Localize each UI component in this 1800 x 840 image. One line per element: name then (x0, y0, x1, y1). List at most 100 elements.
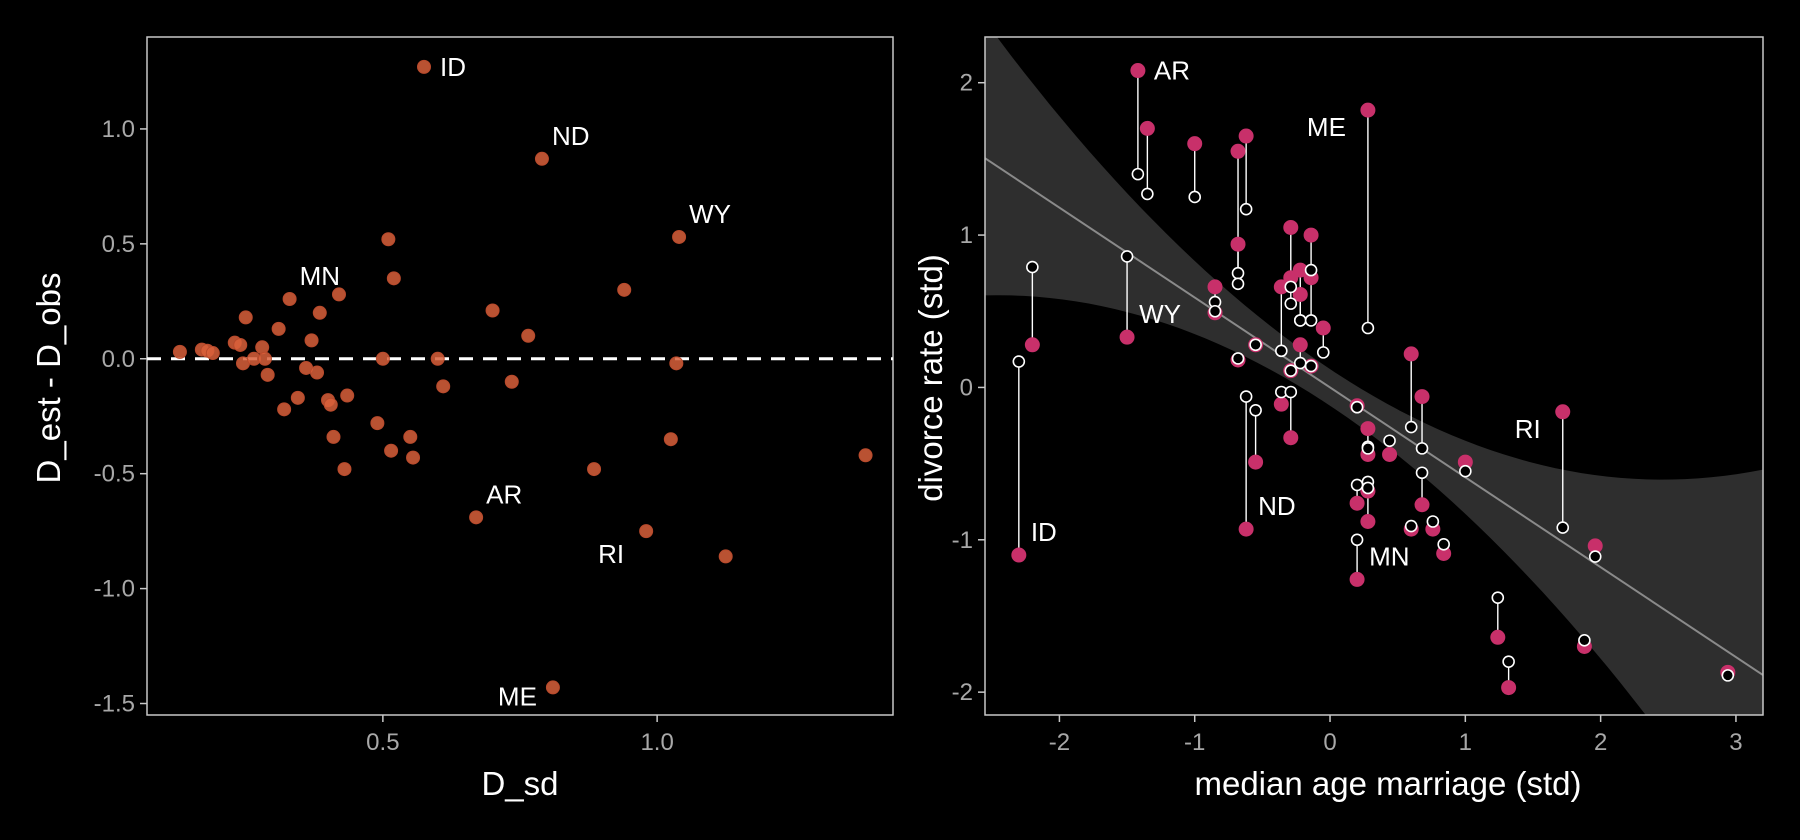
left-data-point (587, 462, 602, 477)
left-data-point (340, 388, 355, 403)
right-observed-point (1490, 629, 1506, 645)
right-estimated-point (1361, 442, 1375, 455)
right-estimated-point (1188, 190, 1202, 204)
right-observed-point (1273, 396, 1289, 412)
right-estimated-point (1383, 434, 1396, 448)
right-point-label: ND (1258, 491, 1296, 521)
right-x-tick-label: 0 (1323, 729, 1336, 756)
left-point-label: WY (689, 199, 731, 229)
right-x-tick-label: -1 (1184, 729, 1205, 756)
right-observed-point (1360, 421, 1376, 437)
right-estimated-point (1284, 385, 1298, 399)
left-data-point (260, 367, 275, 382)
left-x-tick-label: 1.0 (640, 729, 673, 756)
right-estimated-point (1249, 338, 1262, 352)
right-estimated-point (1131, 167, 1145, 181)
right-estimated-point (1578, 634, 1591, 647)
right-estimated-point (1293, 356, 1307, 370)
left-y-tick-label: -1.0 (94, 576, 135, 603)
right-observed-point (1403, 346, 1419, 362)
right-observed-point (1349, 495, 1365, 511)
right-observed-point (1382, 446, 1398, 462)
left-data-point (304, 333, 319, 348)
right-estimated-point (1491, 591, 1505, 604)
left-data-point (545, 680, 560, 695)
right-point-label: ID (1031, 517, 1057, 547)
right-estimated-point (1231, 352, 1245, 365)
right-estimated-point (1239, 390, 1253, 403)
right-estimated-point (1284, 364, 1298, 377)
left-point-label: ND (552, 121, 590, 151)
right-observed-point (1207, 279, 1223, 295)
right-estimated-point (1141, 187, 1154, 201)
right-estimated-point (1120, 250, 1134, 263)
right-estimated-point (1404, 519, 1418, 533)
right-y-axis-title: divorce rate (std) (912, 254, 949, 502)
left-data-point (386, 271, 401, 286)
right-observed-point (1011, 547, 1027, 563)
right-estimated-point (1502, 655, 1515, 668)
right-estimated-point (1415, 466, 1429, 480)
right-estimated-point (1231, 266, 1245, 280)
left-data-point (326, 429, 341, 444)
right-estimated-point (1316, 346, 1330, 359)
right-y-tick-label: -2 (952, 679, 973, 706)
left-data-point (381, 232, 396, 247)
right-x-tick-label: 1 (1459, 729, 1472, 756)
right-observed-point (1555, 404, 1571, 420)
right-observed-point (1119, 329, 1135, 345)
left-data-point (282, 292, 297, 307)
left-data-point (858, 448, 873, 463)
right-estimated-point (1721, 669, 1735, 682)
right-point-label: AR (1154, 56, 1190, 86)
right-observed-point (1283, 219, 1299, 235)
right-observed-point (1292, 337, 1308, 353)
right-y-tick-label: -1 (952, 527, 973, 554)
left-data-point (312, 305, 327, 320)
left-data-point (331, 287, 346, 302)
left-point-label: RI (598, 539, 624, 569)
right-estimated-point (1350, 400, 1364, 414)
right-estimated-point (1404, 420, 1418, 434)
left-data-point (205, 346, 220, 361)
right-estimated-point (1350, 478, 1364, 492)
right-observed-point (1130, 63, 1146, 79)
right-x-axis-title: median age marriage (std) (1194, 765, 1581, 802)
right-estimated-point (1231, 277, 1245, 291)
left-data-point (521, 328, 536, 343)
left-x-axis-title: D_sd (481, 765, 558, 802)
left-data-point (669, 356, 684, 371)
left-data-point (672, 229, 687, 244)
right-estimated-point (1304, 263, 1318, 277)
left-data-point (485, 303, 500, 318)
right-estimated-point (1012, 355, 1026, 368)
left-data-point (290, 390, 305, 405)
left-data-point (534, 151, 549, 166)
right-y-tick-label: 1 (960, 222, 973, 249)
right-observed-point (1315, 320, 1331, 336)
left-data-point (430, 351, 445, 366)
right-estimated-point (1415, 442, 1429, 455)
left-data-point (403, 429, 418, 444)
right-estimated-point (1284, 280, 1298, 294)
right-observed-point (1238, 521, 1254, 537)
right-observed-point (1414, 389, 1430, 405)
left-panel: -1.5 -1.0 -0.5 0.0 0.5 1.0 0.5 1.0 ID ND WY MN AR RI M… (30, 36, 894, 802)
left-y-tick-label: 0.5 (102, 231, 135, 258)
right-observed-point (1360, 102, 1376, 118)
right-observed-point (1139, 120, 1155, 136)
left-data-point (504, 374, 519, 389)
right-estimated-point (1304, 314, 1318, 327)
right-x-tick-label: 2 (1594, 729, 1607, 756)
right-observed-point (1414, 497, 1430, 513)
left-data-point (436, 379, 451, 394)
right-estimated-point (1293, 314, 1307, 327)
right-estimated-point (1350, 533, 1364, 547)
left-data-point (384, 443, 399, 458)
left-data-point (375, 351, 390, 366)
right-estimated-point (1361, 321, 1375, 335)
right-x-tick-label: -2 (1049, 729, 1070, 756)
right-y-tick-label: 2 (960, 70, 973, 97)
right-observed-point (1187, 136, 1203, 152)
left-data-point (617, 282, 632, 297)
